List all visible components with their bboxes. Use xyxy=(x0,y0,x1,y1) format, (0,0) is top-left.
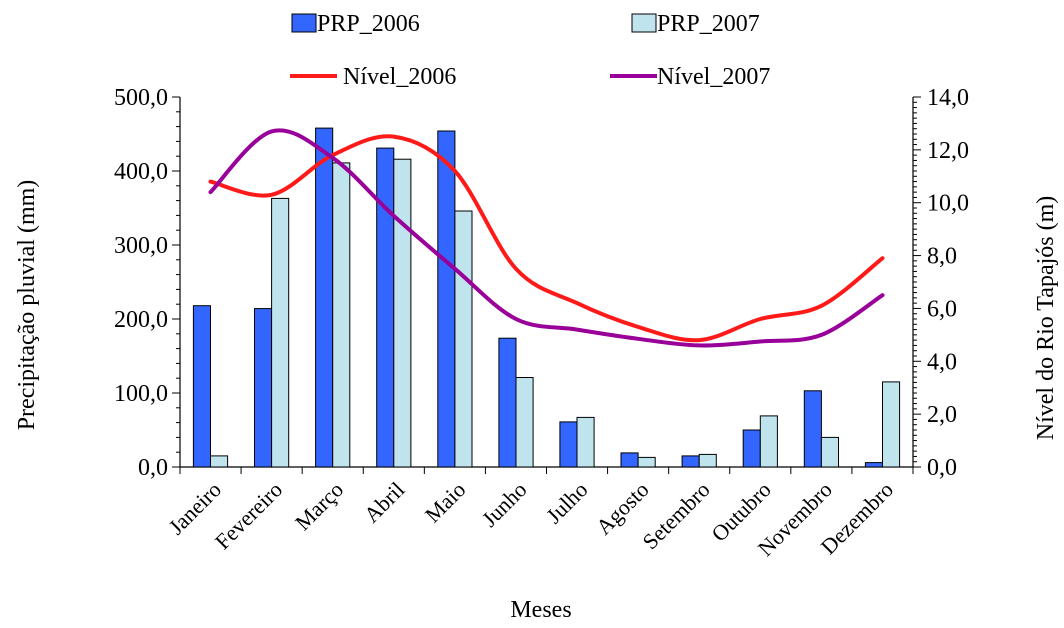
lines xyxy=(208,128,885,348)
y-tick-label-2: 200,0 xyxy=(114,307,168,333)
y2-tick-label-6: 12,0 xyxy=(927,138,969,164)
legend-label-prp-2007: PRP_2007 xyxy=(657,11,760,37)
x-category-label-8: Setembro xyxy=(637,477,714,554)
y2-tick-label-5: 10,0 xyxy=(927,191,969,217)
y2-tick-label-7: 14,0 xyxy=(927,85,969,111)
y2-tick-label-0: 0,0 xyxy=(927,455,957,481)
bar-prp-2006-1 xyxy=(254,308,273,468)
y-tick-label-4: 400,0 xyxy=(114,159,168,185)
bar-prp-2006-0 xyxy=(192,305,211,468)
bar-prp-2007-9 xyxy=(759,415,778,468)
x-category-label-3: Abril xyxy=(359,477,410,528)
bar-prp-2006-3 xyxy=(376,147,395,468)
legend-swatch-prp-2007 xyxy=(631,13,657,33)
x-axis-title: Meses xyxy=(510,597,571,623)
line-nivel-2006 xyxy=(208,134,885,343)
bar-prp-2006-9 xyxy=(742,429,761,468)
y2-tick-label-1: 2,0 xyxy=(927,402,957,428)
y2-tick-label-4: 8,0 xyxy=(927,244,957,270)
y-tick-label-1: 100,0 xyxy=(114,381,168,407)
bar-prp-2007-3 xyxy=(393,158,412,468)
bar-prp-2006-5 xyxy=(498,337,517,468)
bar-prp-2006-8 xyxy=(681,455,700,468)
legend-label-nivel-2007: Nível_2007 xyxy=(657,64,770,90)
axes xyxy=(172,96,921,474)
line-nivel-2007 xyxy=(208,128,885,348)
bar-prp-2006-4 xyxy=(437,130,456,468)
legend-label-prp-2006: PRP_2006 xyxy=(317,11,420,37)
bar-prp-2007-10 xyxy=(820,436,840,468)
bar-prp-2007-4 xyxy=(454,210,473,468)
y-tick-label-5: 500,0 xyxy=(114,85,168,111)
x-category-label-2: Março xyxy=(290,477,348,535)
y2-tick-label-3: 6,0 xyxy=(927,296,957,322)
y-tick-label-0: 0,0 xyxy=(138,455,168,481)
bar-prp-2007-8 xyxy=(698,453,717,468)
x-category-label-4: Maio xyxy=(420,477,471,528)
y-axis-title: Precipitação pluvial (mm) xyxy=(14,180,40,431)
legend-label-nivel-2006: Nível_2006 xyxy=(343,64,456,90)
bar-prp-2007-2 xyxy=(332,162,351,468)
y2-tick-label-2: 4,0 xyxy=(927,349,957,375)
y-tick-label-3: 300,0 xyxy=(114,233,168,259)
legend: PRP_2006 PRP_2007 Nível_2006 Nível_2007 xyxy=(290,11,770,90)
x-category-label-5: Junho xyxy=(477,477,532,532)
bar-prp-2007-11 xyxy=(882,381,901,468)
y2-axis-title: Nível do Rio Tapajós (m) xyxy=(1033,196,1059,441)
x-category-label-1: Fevereiro xyxy=(210,477,287,554)
bar-prp-2006-6 xyxy=(559,421,578,468)
bar-prp-2007-1 xyxy=(271,197,290,468)
bar-prp-2006-10 xyxy=(803,390,822,468)
bar-prp-2006-11 xyxy=(864,462,884,468)
bar-prp-2007-7 xyxy=(637,456,656,468)
bar-prp-2007-0 xyxy=(210,455,229,468)
legend-swatch-prp-2006 xyxy=(291,13,317,33)
bar-prp-2006-2 xyxy=(315,127,334,468)
bar-prp-2006-7 xyxy=(620,452,639,468)
bar-prp-2007-6 xyxy=(576,416,595,468)
bar-prp-2007-5 xyxy=(515,377,534,468)
x-category-label-6: Julho xyxy=(541,477,592,528)
bars xyxy=(192,127,901,468)
